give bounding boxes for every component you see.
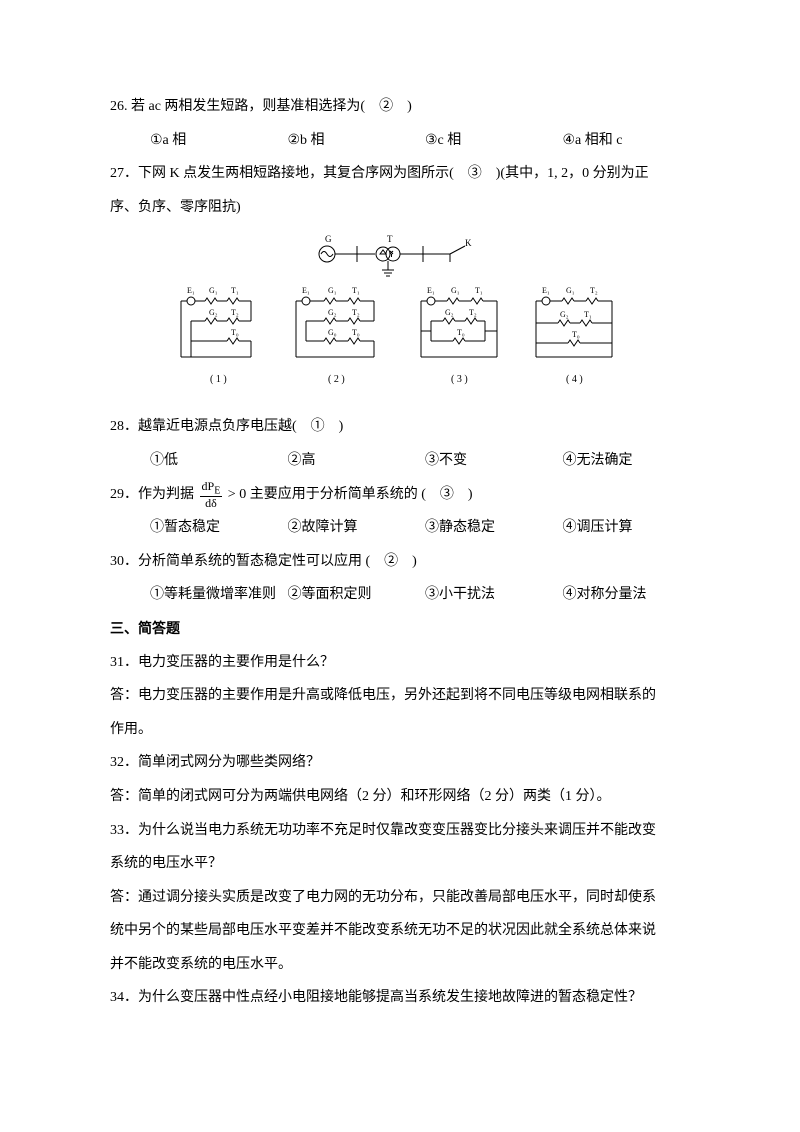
svg-text:T₁: T₁ xyxy=(352,286,360,295)
q28-options: ①低 ②高 ③不变 ④无法确定 xyxy=(110,444,700,478)
q31-a2: 作用。 xyxy=(110,713,700,747)
svg-text:T₁: T₁ xyxy=(231,286,239,295)
svg-text:G₁: G₁ xyxy=(451,286,460,295)
q27-line2: 序、负序、零序阻抗) xyxy=(110,191,700,225)
q28-opt-3: ③不变 xyxy=(425,444,563,478)
q33-a3: 并不能改变系统的电压水平。 xyxy=(110,948,700,982)
q28-opt-4: ④无法确定 xyxy=(563,444,701,478)
q34-q: 34．为什么变压器中性点经小电阻接地能够提高当系统发生接地故障进的暂态稳定性？ xyxy=(110,981,700,1015)
diagram-caption-4: ( 4 ) xyxy=(566,374,583,385)
diagram-k-label: K xyxy=(465,238,472,248)
svg-text:G₂: G₂ xyxy=(560,310,569,319)
q30-opt-1: ①等耗量微增率准则 xyxy=(150,578,288,612)
q26-opt-3: ③c 相 xyxy=(425,124,563,158)
q30-text: 30．分析简单系统的暂态稳定性可以应用 ( ② ) xyxy=(110,545,700,579)
q29-pre: 29．作为判据 xyxy=(110,487,194,502)
diagram-caption-2: ( 2 ) xyxy=(328,374,345,385)
q30-opt-3: ③小干扰法 xyxy=(425,578,563,612)
q26-opt-2: ②b 相 xyxy=(288,124,426,158)
svg-text:E₁: E₁ xyxy=(187,286,195,295)
q30-opt-2: ②等面积定则 xyxy=(288,578,426,612)
svg-text:T₀: T₀ xyxy=(457,328,465,337)
q30-opt-4: ④对称分量法 xyxy=(563,578,701,612)
svg-text:G₁: G₁ xyxy=(209,286,218,295)
q29-post: > 0 主要应用于分析简单系统的 ( ③ ) xyxy=(228,487,473,502)
diagram-g-label: G xyxy=(325,234,332,244)
svg-text:G₂: G₂ xyxy=(328,308,337,317)
q29-options: ①暂态稳定 ②故障计算 ③静态稳定 ④调压计算 xyxy=(110,511,700,545)
diagram-caption-1: ( 1 ) xyxy=(210,374,227,385)
q27-line1: 27．下网 K 点发生两相短路接地，其复合序网为图所示( ③ )(其中，1, 2… xyxy=(110,157,700,191)
q33-a1: 答：通过调分接头实质是改变了电力网的无功分布，只能改善局部电压水平，同时却使系 xyxy=(110,881,700,915)
q26-text: 26. 若 ac 两相发生短路，则基准相选择为( ② ) xyxy=(110,90,700,124)
q26-options: ①a 相 ②b 相 ③c 相 ④a 相和 c xyxy=(110,124,700,158)
svg-text:T₁: T₁ xyxy=(475,286,483,295)
q30-options: ①等耗量微增率准则 ②等面积定则 ③小干扰法 ④对称分量法 xyxy=(110,578,700,612)
q29-fraction: dPE dδ xyxy=(200,480,223,509)
svg-text:T₀: T₀ xyxy=(231,328,239,337)
svg-text:T₂: T₂ xyxy=(352,308,360,317)
svg-text:E₁: E₁ xyxy=(542,286,550,295)
svg-text:G₀: G₀ xyxy=(328,328,337,337)
svg-text:G₂: G₂ xyxy=(445,308,454,317)
svg-text:T₁: T₁ xyxy=(584,310,592,319)
q29-opt-1: ①暂态稳定 xyxy=(150,511,288,545)
svg-text:T₂: T₂ xyxy=(231,308,239,317)
q31-a1: 答：电力变压器的主要作用是升高或降低电压，另外还起到将不同电压等级电网相联系的 xyxy=(110,679,700,713)
q28-text: 28．越靠近电源点负序电压越( ① ) xyxy=(110,410,700,444)
q26-opt-4: ④a 相和 c xyxy=(563,124,701,158)
section-3-heading: 三、简答题 xyxy=(110,612,700,646)
svg-text:G₂: G₂ xyxy=(209,308,218,317)
svg-text:T₀: T₀ xyxy=(572,330,580,339)
svg-text:G₁: G₁ xyxy=(328,286,337,295)
q28-opt-2: ②高 xyxy=(288,444,426,478)
page-content: 26. 若 ac 两相发生短路，则基准相选择为( ② ) ①a 相 ②b 相 ③… xyxy=(0,0,800,1075)
svg-text:T₀: T₀ xyxy=(352,328,360,337)
svg-text:G₁: G₁ xyxy=(566,286,575,295)
q26-opt-1: ①a 相 xyxy=(150,124,288,158)
circuit-diagram: G T xyxy=(110,232,700,402)
q32-a: 答：简单的闭式网可分为两端供电网络（2 分）和环形网络（2 分）两类（1 分）。 xyxy=(110,780,700,814)
q29-opt-2: ②故障计算 xyxy=(288,511,426,545)
q33-q2: 系统的电压水平？ xyxy=(110,847,700,881)
q29-opt-3: ③静态稳定 xyxy=(425,511,563,545)
q33-a2: 统中另个的某些局部电压水平变差并不能改变系统无功不足的状况因此就全系统总体来说 xyxy=(110,914,700,948)
diagram-t-label: T xyxy=(387,234,393,244)
diagram-caption-3: ( 3 ) xyxy=(451,374,468,385)
svg-text:T₂: T₂ xyxy=(590,286,598,295)
svg-text:E₁: E₁ xyxy=(427,286,435,295)
q32-q: 32．简单闭式网分为哪些类网络？ xyxy=(110,746,700,780)
q33-q1: 33．为什么说当电力系统无功功率不充足时仅靠改变变压器变比分接头来调压并不能改变 xyxy=(110,814,700,848)
svg-text:T₂: T₂ xyxy=(469,308,477,317)
q29-opt-4: ④调压计算 xyxy=(563,511,701,545)
q31-q: 31．电力变压器的主要作用是什么？ xyxy=(110,646,700,680)
svg-text:E₁: E₁ xyxy=(302,286,310,295)
q28-opt-1: ①低 xyxy=(150,444,288,478)
q29-text: 29．作为判据 dPE dδ > 0 主要应用于分析简单系统的 ( ③ ) xyxy=(110,478,700,512)
